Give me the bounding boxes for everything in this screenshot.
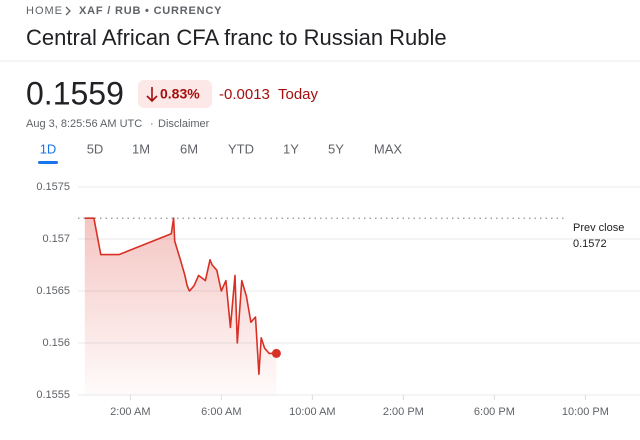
range-tabs: 1D 5D 1M 6M YTD 1Y 5Y MAX <box>38 141 402 164</box>
x-tick-label: 2:00 PM <box>383 406 424 418</box>
chart: 0.1555 0.156 0.1565 0.157 0.1575 2:00 AM 6:00 … <box>36 181 640 418</box>
y-tick-label: 0.156 <box>42 337 70 349</box>
x-tick-label: 2:00 AM <box>110 406 150 418</box>
range-tab[interactable]: 1D <box>40 141 57 156</box>
price-line <box>84 217 277 375</box>
area-fill <box>84 218 277 395</box>
x-tick-label: 10:00 PM <box>562 406 609 418</box>
page-title: Central African CFA franc to Russian Rub… <box>26 25 447 50</box>
range-tab[interactable]: 6M <box>180 141 198 156</box>
active-tab-indicator <box>38 161 58 164</box>
price: 0.1559 <box>26 75 124 111</box>
prev-close-label: Prev close <box>573 222 624 234</box>
prev-close-value: 0.1572 <box>573 238 607 250</box>
x-tick-label: 6:00 PM <box>474 406 515 418</box>
y-tick-label: 0.1575 <box>36 181 70 193</box>
range-tab[interactable]: 5D <box>87 141 104 156</box>
x-tick-label: 6:00 AM <box>201 406 241 418</box>
breadcrumb-chevron <box>65 6 71 16</box>
breadcrumb-home[interactable]: HOME <box>26 5 63 17</box>
x-tick-label: 10:00 AM <box>289 406 335 418</box>
y-tick-label: 0.1555 <box>36 389 70 401</box>
range-tab[interactable]: 5Y <box>328 141 344 156</box>
y-tick-label: 0.157 <box>42 233 70 245</box>
y-tick-label: 0.1565 <box>36 285 70 297</box>
change-badge <box>138 80 212 108</box>
change-period: Today <box>278 86 319 103</box>
down-arrow <box>146 87 158 103</box>
range-tab[interactable]: 1M <box>132 141 150 156</box>
change-percent: 0.83% <box>160 86 200 102</box>
disclaimer-link[interactable]: Disclaimer <box>158 118 210 130</box>
range-tab[interactable]: 1Y <box>283 141 299 156</box>
separator-dot: · <box>150 118 154 130</box>
current-point <box>271 348 281 358</box>
breadcrumb-current: XAF / RUB • CURRENCY <box>79 5 222 17</box>
range-tab[interactable]: MAX <box>374 141 403 156</box>
range-tab[interactable]: YTD <box>228 141 254 156</box>
change-value: -0.0013 <box>219 86 270 103</box>
timestamp: Aug 3, 8:25:56 AM UTC <box>26 118 142 130</box>
